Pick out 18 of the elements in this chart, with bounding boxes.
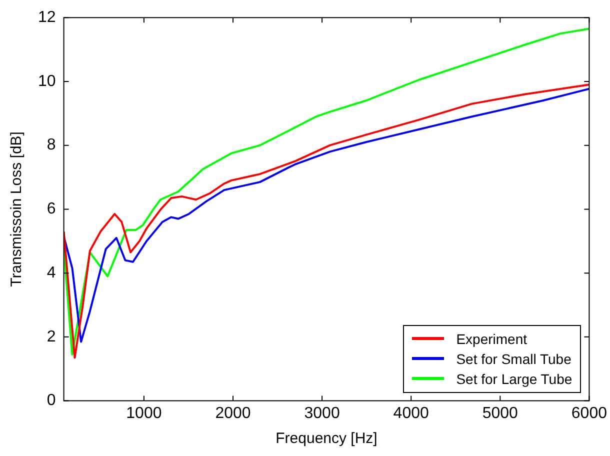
x-tick-label: 5000 <box>482 404 518 422</box>
x-tick-label: 1000 <box>126 404 162 422</box>
y-tick-label: 6 <box>46 200 56 218</box>
y-tick-label: 0 <box>46 392 56 410</box>
y-tick-label: 10 <box>38 72 56 90</box>
legend-label: Set for Large Tube <box>456 370 572 389</box>
y-tick-label: 12 <box>38 9 56 26</box>
y-tick-label: 2 <box>46 328 56 346</box>
legend-label: Set for Small Tube <box>456 350 572 369</box>
y-axis-title: Transmissoin Loss [dB] <box>8 132 26 287</box>
legend-label: Experiment <box>456 330 528 349</box>
x-tick-label: 4000 <box>393 404 429 422</box>
x-axis-title: Frequency [Hz] <box>276 430 378 448</box>
x-tick-label: 3000 <box>304 404 340 422</box>
x-tick-label: 2000 <box>215 404 251 422</box>
y-tick-label: 4 <box>46 264 56 282</box>
y-tick-label: 8 <box>46 136 56 154</box>
x-tick-label: 6000 <box>571 404 608 422</box>
